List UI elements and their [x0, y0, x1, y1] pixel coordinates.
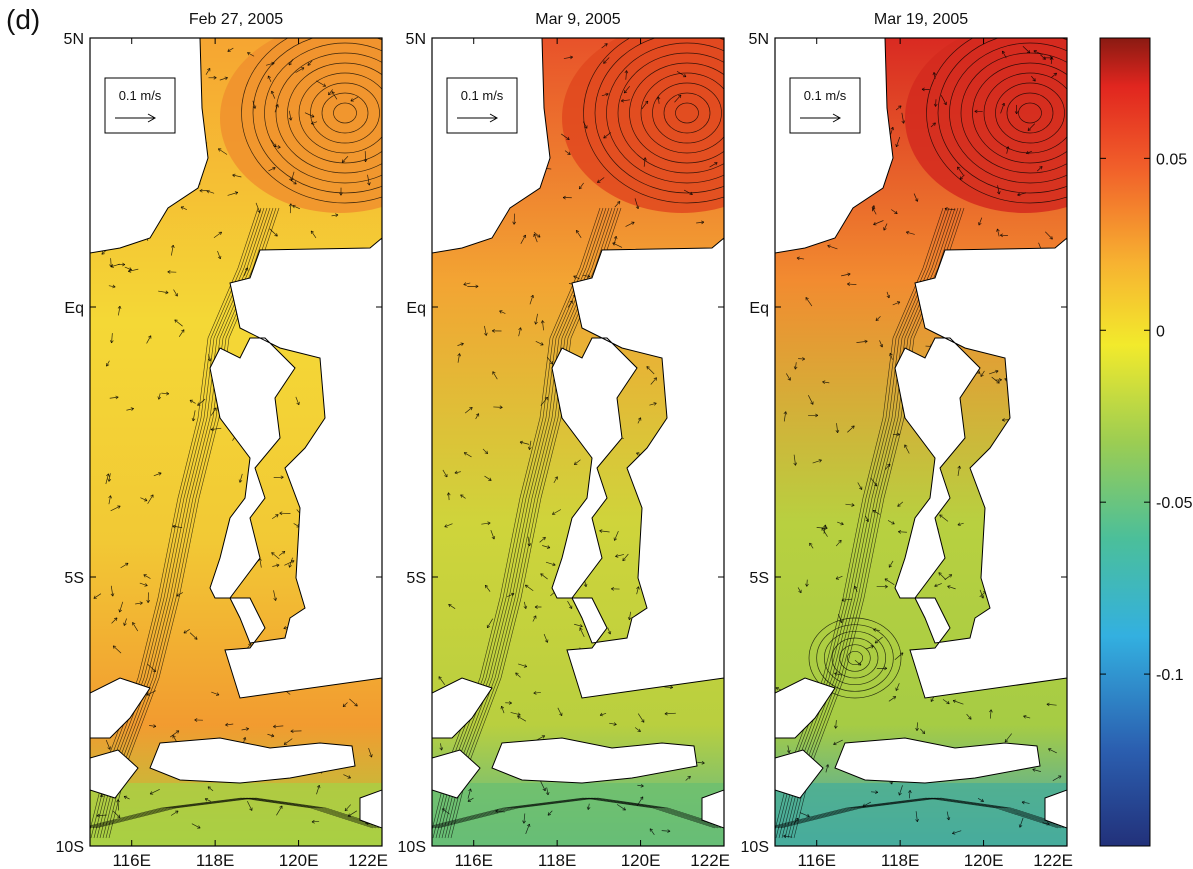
land-polygon [149, 737, 356, 784]
panel-frame [774, 37, 1068, 847]
land-mask [775, 38, 1067, 829]
velocity-scale-box: 0.1 m/s [789, 77, 861, 134]
land-polygon [359, 789, 382, 829]
x-tick-label: 122E [1033, 851, 1073, 869]
land-polygon [90, 677, 151, 739]
colorbar: 0.05 0 -0.05 -0.1 [1099, 37, 1193, 847]
land-polygon [834, 737, 1041, 784]
colorbar-tick-label: -0.05 [1156, 495, 1193, 512]
x-tick-label: 118E [538, 851, 576, 869]
velocity-scale-box: 0.1 m/s [104, 77, 176, 134]
map-panel: Mar 9, 2005 0.1 m/s 5N Eq 5S 10S 116E 118E 120E 1… [398, 11, 730, 869]
y-tick-label: 5N [406, 31, 426, 48]
y-tick-label: 10S [741, 839, 769, 856]
panel-title: Mar 9, 2005 [535, 11, 620, 28]
colorbar-tick-label: 0.05 [1156, 151, 1187, 168]
y-tick-label: Eq [64, 300, 84, 317]
colorbar-fill [1099, 37, 1151, 847]
land-polygon [491, 737, 698, 784]
figure-label: (d) [6, 4, 41, 35]
land-polygon [701, 789, 724, 829]
land-polygon [432, 677, 493, 739]
streamlines [775, 38, 1067, 839]
colorbar-tick-label: -0.1 [1156, 667, 1184, 684]
scale-label: 0.1 m/s [804, 88, 847, 103]
y-tick-label: Eq [749, 300, 769, 317]
land-polygon [775, 749, 824, 799]
land-polygon [90, 749, 139, 799]
sea-field [775, 38, 1067, 846]
x-tick-label: 122E [690, 851, 730, 869]
eddy-anomaly [562, 38, 724, 213]
land-polygon [209, 237, 382, 699]
x-tick-label: 116E [112, 851, 150, 869]
x-tick-label: 120E [621, 851, 661, 869]
y-tick-label: 5N [749, 31, 769, 48]
land-polygon [551, 237, 724, 699]
panels-group: Feb 27, 2005 0.1 m/s 5N Eq 5S 10S 116E 118E 120E… [56, 11, 1073, 869]
y-tick-label: 10S [398, 839, 426, 856]
land-polygon [1044, 789, 1067, 829]
panel-frame [89, 37, 383, 847]
y-tick-label: 5S [406, 570, 426, 587]
map-panel: Mar 19, 2005 0.1 m/s 5N Eq 5S 10S 116E 118E 120E… [741, 11, 1073, 869]
x-tick-label: 118E [881, 851, 919, 869]
colorbar-tick-label: 0 [1156, 323, 1165, 340]
y-tick-label: 5S [64, 570, 84, 587]
y-tick-label: 10S [56, 839, 84, 856]
panel-title: Feb 27, 2005 [189, 11, 283, 28]
scale-label: 0.1 m/s [461, 88, 504, 103]
land-polygon [894, 237, 1067, 699]
velocity-scale-box: 0.1 m/s [446, 77, 518, 134]
x-tick-label: 116E [797, 851, 835, 869]
land-polygon [432, 749, 481, 799]
panel-title: Mar 19, 2005 [874, 11, 968, 28]
sea-field [432, 38, 724, 846]
y-tick-label: Eq [406, 300, 426, 317]
y-tick-label: 5N [64, 31, 84, 48]
land-polygon [775, 677, 836, 739]
x-tick-label: 120E [279, 851, 319, 869]
x-tick-label: 118E [196, 851, 234, 869]
eddy-anomaly [220, 38, 382, 213]
sea-field [90, 38, 382, 846]
map-panel: Feb 27, 2005 0.1 m/s 5N Eq 5S 10S 116E 118E 120E… [56, 11, 388, 869]
panel-frame [431, 37, 725, 847]
x-tick-label: 116E [454, 851, 492, 869]
y-tick-label: 5S [749, 570, 769, 587]
scale-label: 0.1 m/s [119, 88, 162, 103]
x-tick-label: 122E [348, 851, 388, 869]
x-tick-label: 120E [964, 851, 1004, 869]
